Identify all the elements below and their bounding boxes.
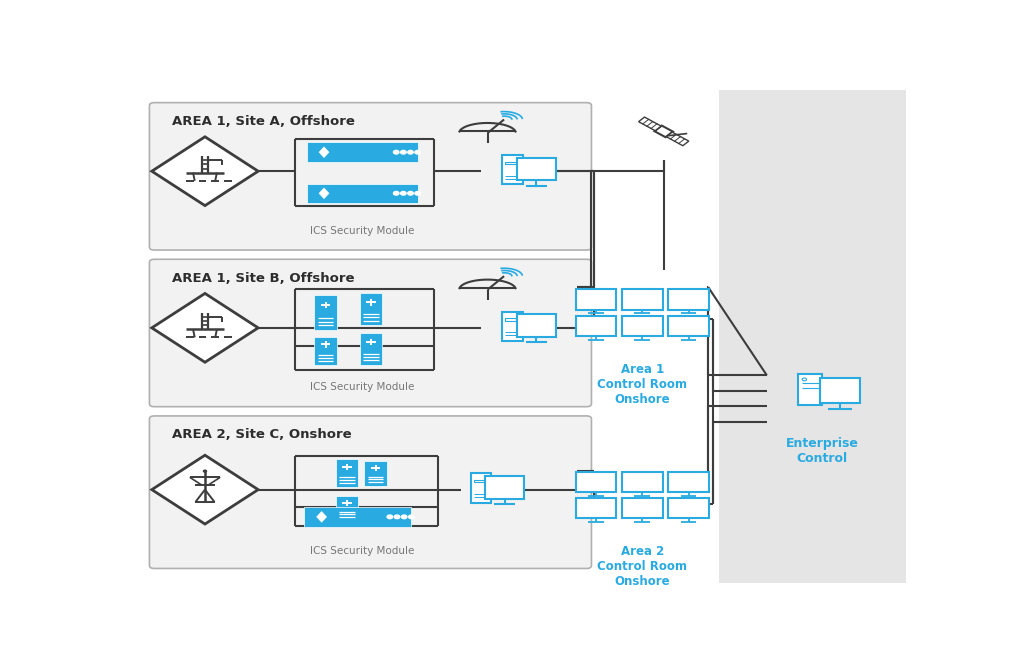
Bar bbox=[314, 295, 337, 330]
Bar bbox=[304, 507, 412, 527]
Polygon shape bbox=[316, 512, 327, 522]
Bar bbox=[306, 183, 418, 203]
Bar bbox=[669, 289, 709, 309]
FancyBboxPatch shape bbox=[150, 259, 592, 407]
Text: AREA 1, Site A, Offshore: AREA 1, Site A, Offshore bbox=[172, 115, 354, 128]
Bar bbox=[799, 374, 822, 405]
FancyBboxPatch shape bbox=[150, 103, 592, 250]
Bar bbox=[517, 314, 556, 337]
Text: Area 2
Control Room
Onshore: Area 2 Control Room Onshore bbox=[597, 545, 687, 588]
Circle shape bbox=[415, 191, 421, 195]
Bar bbox=[622, 498, 663, 518]
Bar bbox=[669, 498, 709, 518]
Circle shape bbox=[204, 470, 207, 472]
Bar bbox=[575, 498, 616, 518]
Bar bbox=[474, 480, 484, 482]
Polygon shape bbox=[667, 132, 689, 145]
Circle shape bbox=[393, 191, 399, 195]
Bar bbox=[502, 311, 523, 341]
Text: ICS Security Module: ICS Security Module bbox=[310, 546, 415, 556]
Polygon shape bbox=[318, 147, 329, 157]
Polygon shape bbox=[318, 188, 329, 199]
Bar bbox=[622, 289, 663, 309]
Polygon shape bbox=[152, 293, 258, 362]
Bar bbox=[575, 472, 616, 492]
Text: AREA 2, Site C, Onshore: AREA 2, Site C, Onshore bbox=[172, 428, 351, 442]
Circle shape bbox=[415, 150, 421, 154]
Circle shape bbox=[400, 150, 407, 154]
Polygon shape bbox=[152, 137, 258, 205]
Bar bbox=[820, 378, 859, 404]
Bar bbox=[359, 333, 382, 365]
Polygon shape bbox=[152, 455, 258, 524]
Text: Enterprise
Control: Enterprise Control bbox=[786, 437, 859, 465]
Text: ICS Security Module: ICS Security Module bbox=[310, 225, 415, 235]
Circle shape bbox=[393, 150, 399, 154]
Circle shape bbox=[802, 378, 807, 381]
Bar bbox=[669, 315, 709, 336]
Circle shape bbox=[408, 150, 414, 154]
Text: Area 1
Control Room
Onshore: Area 1 Control Room Onshore bbox=[597, 362, 687, 406]
Circle shape bbox=[400, 191, 407, 195]
Bar bbox=[365, 461, 387, 486]
Bar bbox=[575, 289, 616, 309]
Bar bbox=[336, 496, 358, 520]
Text: ICS Security Module: ICS Security Module bbox=[310, 382, 415, 392]
Circle shape bbox=[394, 515, 399, 519]
Bar bbox=[506, 161, 516, 164]
Bar bbox=[485, 476, 524, 499]
Bar bbox=[719, 90, 905, 584]
Bar bbox=[314, 337, 337, 365]
Circle shape bbox=[401, 515, 407, 519]
Circle shape bbox=[409, 515, 414, 519]
Circle shape bbox=[408, 191, 414, 195]
Bar bbox=[336, 459, 358, 487]
Bar bbox=[575, 315, 616, 336]
Bar bbox=[359, 293, 382, 325]
Bar bbox=[622, 472, 663, 492]
Bar bbox=[622, 315, 663, 336]
Bar bbox=[502, 155, 523, 184]
FancyBboxPatch shape bbox=[150, 416, 592, 568]
Bar bbox=[470, 474, 492, 503]
Bar bbox=[517, 157, 556, 180]
Bar bbox=[306, 143, 418, 162]
Polygon shape bbox=[654, 125, 673, 137]
Polygon shape bbox=[639, 117, 662, 131]
Text: AREA 1, Site B, Offshore: AREA 1, Site B, Offshore bbox=[172, 271, 354, 285]
Bar bbox=[506, 318, 516, 321]
Circle shape bbox=[387, 515, 392, 519]
Bar bbox=[669, 472, 709, 492]
